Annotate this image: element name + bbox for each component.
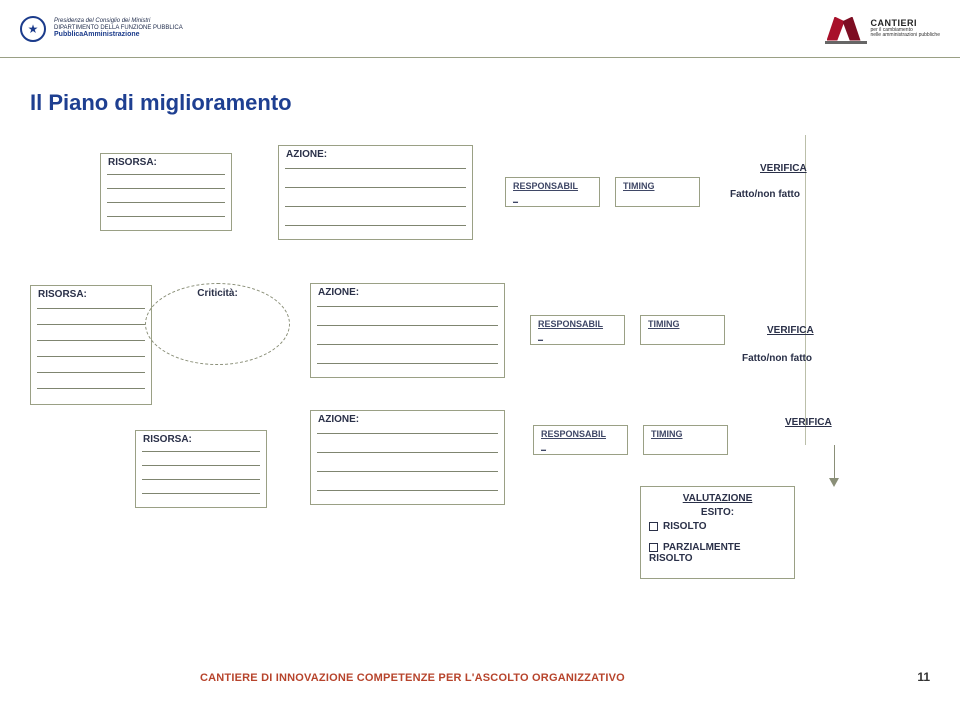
azione-box-3: AZIONE: — [310, 410, 505, 505]
risorsa-1-lines — [107, 174, 225, 217]
timing-box-2: TIMING — [640, 315, 725, 345]
cantieri-text: CANTIERI per il cambiamento nelle ammini… — [871, 19, 940, 38]
risorsa-2-lines — [37, 308, 145, 389]
page-number: 11 — [917, 670, 930, 684]
responsabil-box-2: RESPONSABIL _ — [530, 315, 625, 345]
logo-right: CANTIERI per il cambiamento nelle ammini… — [827, 17, 940, 41]
responsabil-und-1: _ — [513, 193, 518, 203]
risorsa-title-2: RISORSA: — [38, 289, 87, 300]
footer-text: CANTIERE DI INNOVAZIONE COMPETENZE PER L… — [200, 672, 625, 684]
risorsa-box-2: RISORSA: — [30, 285, 152, 405]
timing-label-2: TIMING — [648, 319, 680, 329]
azione-3-lines — [317, 433, 498, 491]
opt-parziale-label-b: RISOLTO — [649, 553, 786, 564]
logo-line2: DIPARTIMENTO DELLA FUNZIONE PUBBLICA — [54, 25, 183, 32]
verifica-label-2: VERIFICA — [767, 325, 814, 336]
responsabil-label-1: RESPONSABIL — [513, 181, 578, 191]
risorsa-box-3: RISORSA: — [135, 430, 267, 508]
checkbox-parziale[interactable] — [649, 543, 658, 552]
azione-box-1: AZIONE: — [278, 145, 473, 240]
diagram-canvas: RISORSA: AZIONE: RESPONSABIL _ TIMING VE… — [30, 135, 930, 630]
responsabil-label-3: RESPONSABIL — [541, 429, 606, 439]
timing-label-1: TIMING — [623, 181, 655, 191]
timing-box-3: TIMING — [643, 425, 728, 455]
azione-title-1: AZIONE: — [286, 149, 327, 160]
criticita-oval: Criticità: — [145, 283, 290, 365]
arrow-stem — [834, 445, 835, 480]
responsabil-und-3: _ — [541, 441, 546, 451]
responsabil-box-3: RESPONSABIL _ — [533, 425, 628, 455]
logo-line3: PubblicaAmministrazione — [54, 31, 183, 39]
cantieri-icon — [827, 17, 865, 41]
emblem-icon — [20, 16, 46, 42]
responsabil-und-2: _ — [538, 331, 543, 341]
risorsa-3-lines — [142, 451, 260, 494]
risorsa-title-3: RISORSA: — [143, 434, 192, 445]
valutazione-title: VALUTAZIONE — [649, 493, 786, 504]
arrow-down-icon — [829, 478, 839, 487]
azione-2-lines — [317, 306, 498, 364]
logo-line1: Presidenza del Consiglio dei Ministri — [54, 18, 183, 25]
opt-parziale: PARZIALMENTE — [649, 542, 786, 553]
verifica-label-1: VERIFICA — [760, 163, 807, 174]
fatto-label-1: Fatto/non fatto — [730, 189, 800, 200]
azione-box-2: AZIONE: — [310, 283, 505, 378]
risorsa-title-1: RISORSA: — [108, 157, 157, 168]
responsabil-label-2: RESPONSABIL — [538, 319, 603, 329]
azione-title-2: AZIONE: — [318, 287, 359, 298]
fatto-label-2: Fatto/non fatto — [742, 353, 812, 364]
cantieri-sub: per il cambiamento nelle amministrazioni… — [871, 28, 940, 38]
opt-risolto: RISOLTO — [649, 521, 786, 532]
guide-vline — [805, 135, 806, 445]
opt-risolto-label: RISOLTO — [663, 521, 707, 532]
logo-left-text: Presidenza del Consiglio dei Ministri DI… — [54, 18, 183, 39]
valutazione-subtitle: ESITO: — [649, 507, 786, 518]
page-title: Il Piano di miglioramento — [30, 90, 292, 116]
logo-left: Presidenza del Consiglio dei Ministri DI… — [20, 16, 183, 42]
verifica-label-3: VERIFICA — [785, 417, 832, 428]
valutazione-box: VALUTAZIONE ESITO: RISOLTO PARZIALMENTE … — [640, 486, 795, 579]
timing-box-1: TIMING — [615, 177, 700, 207]
checkbox-risolto[interactable] — [649, 522, 658, 531]
azione-1-lines — [285, 168, 466, 226]
timing-label-3: TIMING — [651, 429, 683, 439]
azione-title-3: AZIONE: — [318, 414, 359, 425]
risorsa-box-1: RISORSA: — [100, 153, 232, 231]
header-bar: Presidenza del Consiglio dei Ministri DI… — [0, 0, 960, 58]
responsabil-box-1: RESPONSABIL _ — [505, 177, 600, 207]
opt-parziale-label-a: PARZIALMENTE — [663, 542, 741, 553]
criticita-label: Criticità: — [197, 288, 238, 299]
